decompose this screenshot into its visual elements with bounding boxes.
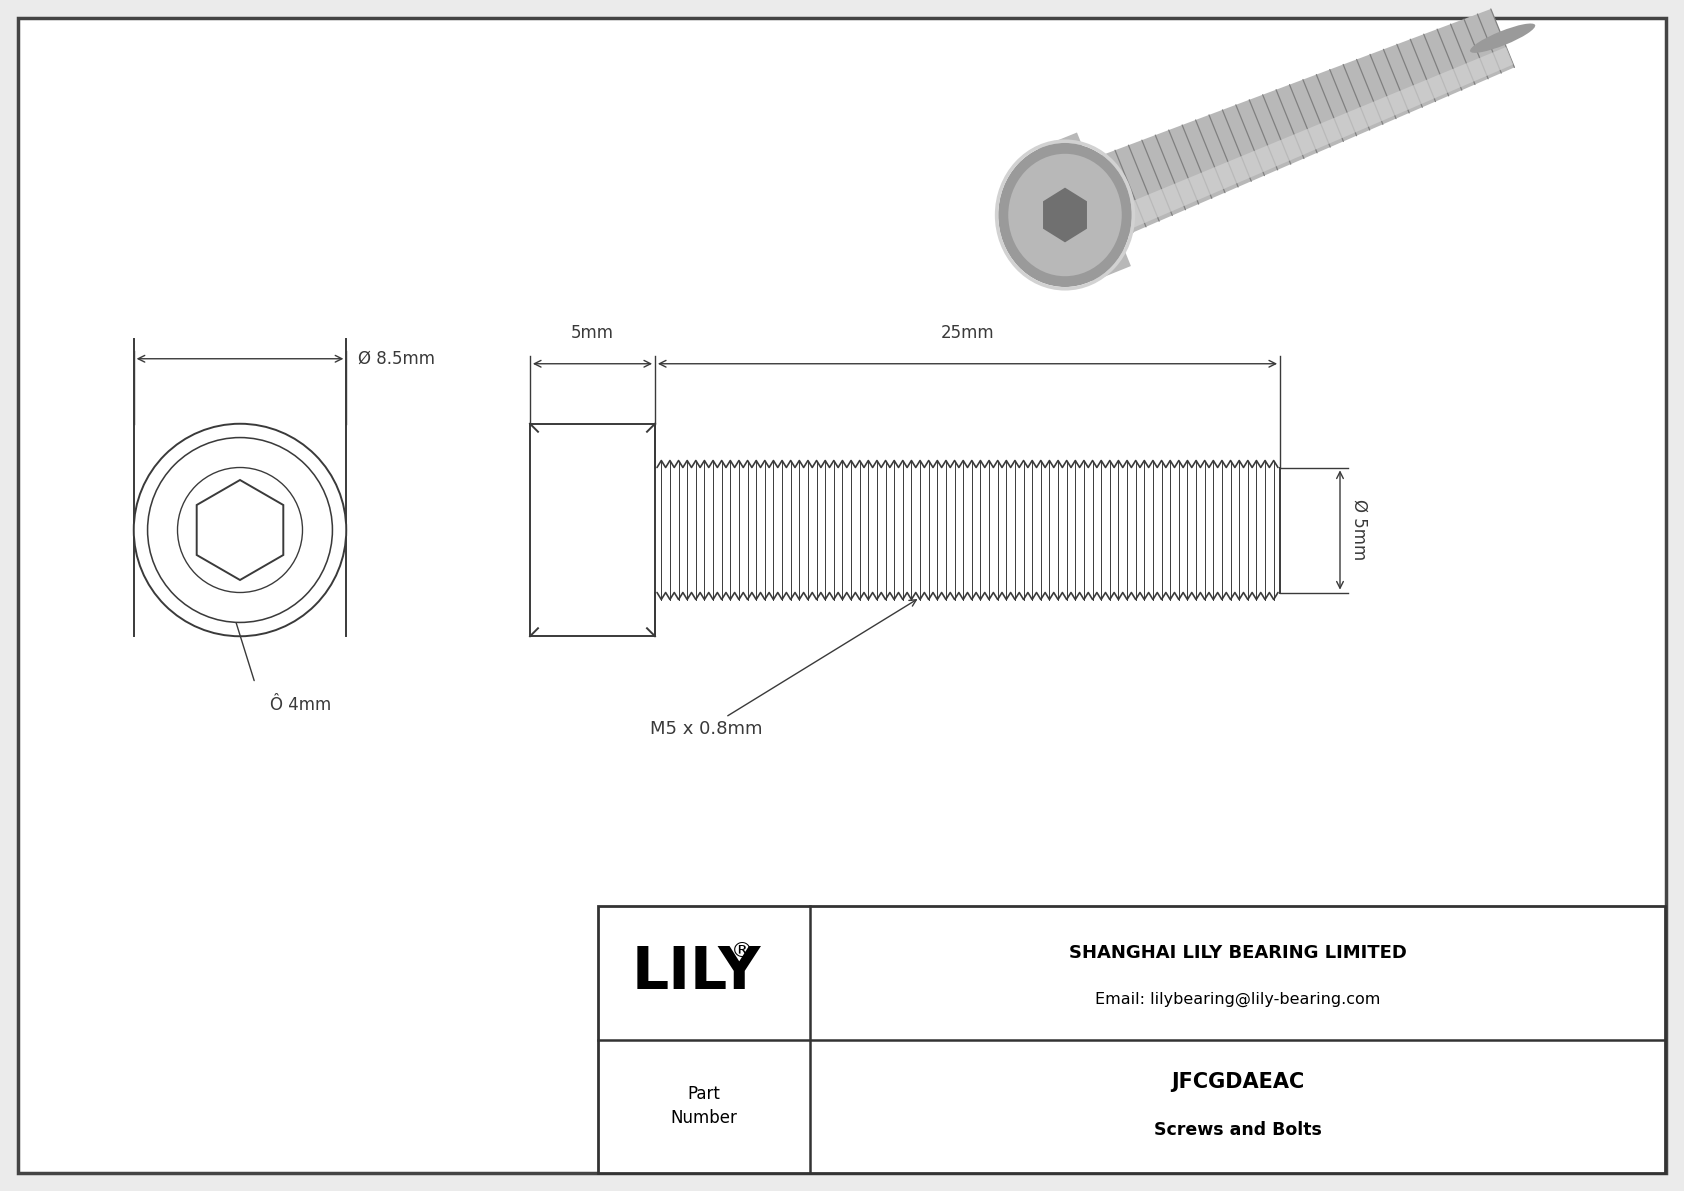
Text: M5 x 0.8mm: M5 x 0.8mm (650, 600, 916, 738)
Bar (530, 424, 655, 636)
Circle shape (148, 437, 332, 623)
Text: 25mm: 25mm (941, 324, 994, 342)
Polygon shape (1042, 188, 1086, 242)
Text: Ø 8.5mm: Ø 8.5mm (359, 350, 434, 368)
Polygon shape (1108, 46, 1514, 235)
Polygon shape (1088, 10, 1514, 238)
Text: Ô 4mm: Ô 4mm (269, 697, 332, 715)
Ellipse shape (1470, 24, 1536, 52)
Circle shape (177, 468, 303, 592)
Text: Screws and Bolts: Screws and Bolts (1154, 1121, 1322, 1140)
Polygon shape (197, 480, 283, 580)
Polygon shape (1037, 132, 1132, 282)
Text: ®: ® (731, 941, 753, 961)
Text: Part
Number: Part Number (670, 1085, 738, 1127)
Bar (598, 906, 1665, 1173)
Text: LILY: LILY (632, 944, 761, 1002)
Text: Email: lilybearing@lily-bearing.com: Email: lilybearing@lily-bearing.com (1095, 992, 1381, 1008)
Text: Ø 5mm: Ø 5mm (1351, 499, 1367, 561)
Ellipse shape (999, 143, 1132, 287)
Text: 5mm: 5mm (571, 324, 615, 342)
Ellipse shape (1009, 154, 1122, 276)
Text: SHANGHAI LILY BEARING LIMITED: SHANGHAI LILY BEARING LIMITED (1069, 943, 1406, 961)
Circle shape (133, 424, 347, 636)
Text: JFCGDAEAC: JFCGDAEAC (1170, 1072, 1303, 1092)
